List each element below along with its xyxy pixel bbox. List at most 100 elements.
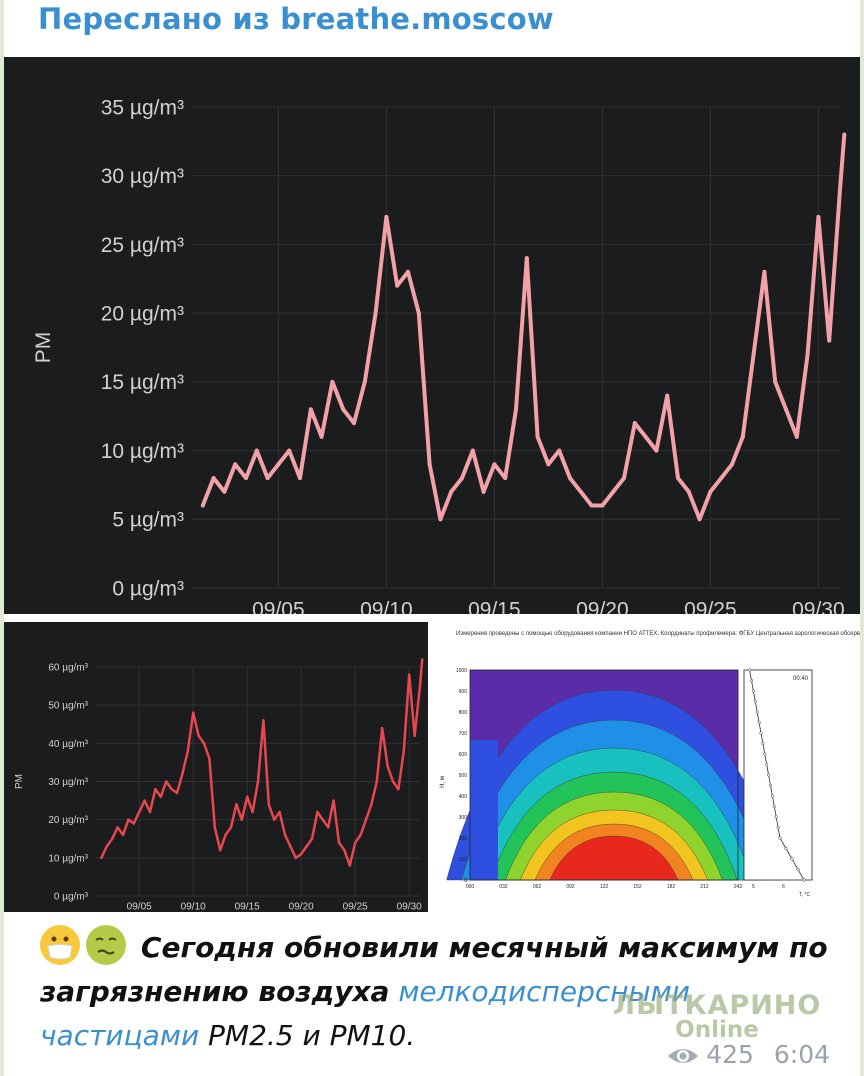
data-point (686, 489, 691, 494)
data-point (805, 352, 810, 357)
data-point (751, 352, 756, 357)
data-point (589, 503, 594, 508)
caption-link[interactable]: мелкодисперсными частицами (40, 975, 690, 1052)
data-point (254, 448, 259, 453)
data-point (287, 448, 292, 453)
y-axis-label: PM (14, 774, 25, 789)
data-point (353, 841, 357, 844)
temperature-point (784, 846, 788, 851)
data-point (316, 810, 319, 814)
profiler-y-tick: 200 (459, 836, 468, 842)
temperature-point (759, 731, 763, 735)
data-point (154, 787, 157, 791)
data-point (535, 434, 540, 439)
data-point (298, 476, 302, 481)
data-point (568, 476, 572, 481)
data-point (784, 407, 788, 412)
y-tick-label: 50 µg/m³ (48, 701, 88, 712)
data-point (224, 833, 227, 837)
profiler-y-tick: 900 (459, 689, 468, 695)
profiler-y-tick: 800 (459, 710, 468, 716)
data-point (362, 379, 367, 384)
y-tick-label: 10 µg/m³ (101, 440, 184, 463)
chart-pm25[interactable]: 0 µg/m³ 5 µg/m³ 10 µg/m³ 15 µg/m³ 20 µg/m³ 25… (4, 57, 860, 621)
data-point (427, 462, 432, 467)
data-point (267, 803, 271, 806)
x-tick-label: 09/15 (235, 902, 260, 913)
data-point (305, 845, 308, 848)
data-point (359, 833, 362, 837)
data-point (397, 787, 400, 791)
x-tick-label: 09/30 (397, 902, 422, 913)
data-point (256, 780, 260, 783)
data-point (233, 462, 238, 467)
data-point (406, 269, 410, 274)
temperature-point (778, 836, 782, 840)
x-tick-label: 09/05 (127, 902, 152, 913)
caption-bold-text: Сегодня обновили месячный максимум по за… (40, 931, 828, 1008)
temperature-point (774, 815, 778, 819)
x-tick-label: 09/10 (360, 598, 413, 614)
data-point (218, 848, 222, 852)
data-point (308, 407, 313, 412)
x-tick-label: 09/25 (343, 902, 368, 913)
data-point (676, 476, 680, 481)
message-meta: 425 6:04 (666, 1040, 830, 1073)
chart-pm10[interactable]: 0 µg/m³ 10 µg/m³ 20 µg/m³ 30 µg/m³ 40 µg/m³ 5… (4, 622, 428, 913)
profiler-y-tick: 600 (459, 752, 468, 758)
profiler-x-tick: 062 (533, 884, 542, 890)
profiler-x-tick: 000 (466, 884, 475, 890)
data-point (244, 476, 248, 481)
data-point (100, 856, 103, 860)
data-point (299, 852, 303, 856)
temperature-point (796, 867, 800, 872)
profiler-temp-label: T, °C (799, 892, 810, 898)
face-with-medical-mask-icon (40, 925, 80, 965)
data-point (654, 448, 659, 453)
profiler-time-label: 00:40 (793, 676, 809, 682)
data-point (773, 379, 778, 384)
y-tick-label: 5 µg/m³ (112, 509, 184, 532)
temperature-profile-panel (743, 669, 813, 881)
data-point (181, 772, 184, 776)
data-point (245, 795, 249, 799)
temperature-profiler-image[interactable]: Измерения проведены с помощью оборудован… (432, 622, 864, 912)
data-point (402, 749, 406, 753)
data-point (481, 489, 486, 494)
data-point (492, 462, 497, 467)
data-point (121, 833, 125, 837)
data-point (110, 837, 114, 840)
view-count: 425 (706, 1040, 754, 1069)
y-tick-label: 35 µg/m³ (101, 96, 184, 119)
data-point (413, 734, 416, 737)
data-point (827, 338, 832, 343)
data-point (514, 407, 518, 412)
data-point (105, 845, 109, 848)
profiler-y-tick: 300 (459, 815, 468, 821)
caption-tail-text: PM2.5 и PM10. (208, 1019, 416, 1052)
data-point (330, 379, 335, 384)
data-point (235, 803, 238, 806)
data-point (740, 434, 745, 439)
y-tick-label: 40 µg/m³ (48, 739, 88, 750)
temperature-point (749, 678, 754, 683)
data-point (364, 818, 368, 821)
data-point (319, 434, 324, 439)
data-point (170, 787, 173, 791)
x-tick-label: 09/20 (289, 902, 314, 913)
chart-pm25-svg: 0 µg/m³ 5 µg/m³ 10 µg/m³ 15 µg/m³ 20 µg/m³ 25… (32, 96, 847, 621)
temperature-point (761, 741, 765, 746)
y-tick-label: 25 µg/m³ (101, 234, 184, 257)
data-point (283, 833, 287, 837)
data-point (762, 269, 767, 274)
data-point (470, 448, 475, 453)
chart-pm10-svg: 0 µg/m³ 10 µg/m³ 20 µg/m³ 30 µg/m³ 40 µg/m³ 5… (14, 658, 424, 913)
temperature-point (776, 825, 780, 830)
data-point (200, 503, 205, 508)
message-time: 6:04 (773, 1040, 830, 1069)
data-point (375, 780, 379, 783)
data-point (143, 799, 146, 802)
forwarded-from-link[interactable]: Переслано из breathe.moscow (38, 2, 554, 36)
data-point (294, 856, 298, 860)
temperature-point (748, 668, 752, 672)
